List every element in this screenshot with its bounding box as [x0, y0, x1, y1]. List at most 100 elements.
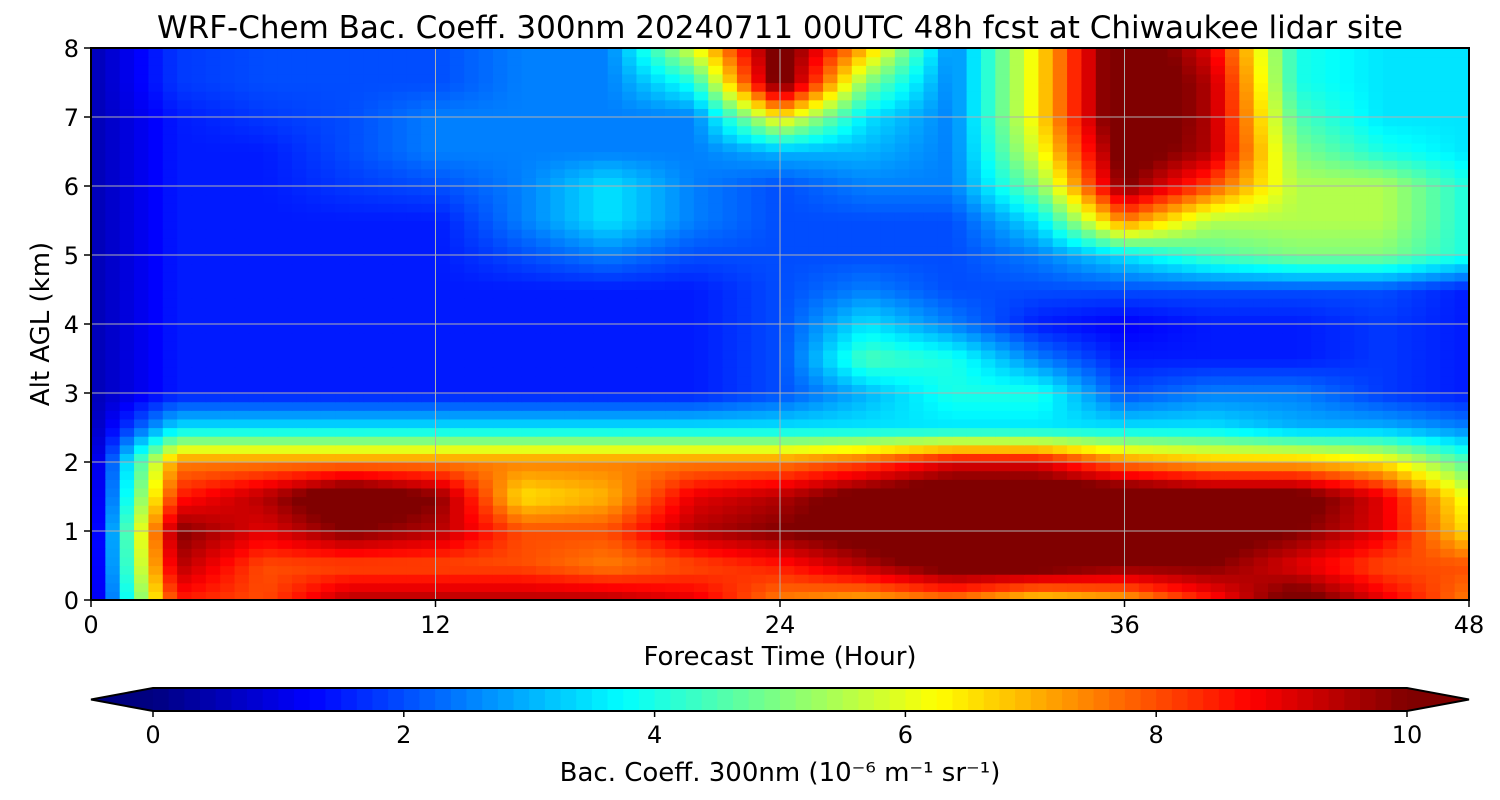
heatmap-cell — [952, 315, 968, 325]
heatmap-cell — [248, 410, 264, 420]
heatmap-cell — [1224, 384, 1240, 394]
heatmap-cell — [966, 487, 982, 498]
heatmap-cell — [105, 531, 121, 541]
heatmap-cell — [636, 531, 652, 541]
heatmap-cell — [837, 186, 853, 196]
heatmap-cell — [1296, 151, 1312, 161]
heatmap-cell — [894, 211, 910, 222]
heatmap-cell — [780, 513, 795, 523]
heatmap-cell — [1311, 349, 1327, 360]
heatmap-cell — [1325, 384, 1341, 394]
heatmap-cell — [306, 255, 322, 265]
heatmap-cell — [248, 160, 264, 170]
heatmap-cell — [880, 427, 896, 437]
heatmap-cell — [650, 591, 666, 600]
heatmap-cell — [650, 246, 666, 256]
heatmap-cell — [1411, 410, 1427, 420]
heatmap-cell — [751, 462, 767, 472]
heatmap-cell — [794, 496, 810, 506]
heatmap-cell — [851, 229, 867, 239]
heatmap-cell — [1239, 289, 1255, 299]
heatmap-cell — [937, 203, 953, 213]
heatmap-cell — [1124, 177, 1140, 187]
heatmap-cell — [1095, 548, 1111, 558]
heatmap-cell — [406, 582, 422, 592]
heatmap-cell — [1067, 375, 1083, 385]
heatmap-cell — [507, 487, 523, 498]
heatmap-cell — [665, 462, 681, 472]
heatmap-cell — [277, 384, 293, 394]
heatmap-cell — [205, 168, 221, 178]
heatmap-cell — [421, 194, 437, 204]
heatmap-cell — [880, 367, 896, 377]
heatmap-cell — [679, 487, 695, 498]
heatmap-cell — [91, 479, 106, 489]
heatmap-cell — [177, 168, 193, 178]
heatmap-cell — [1282, 211, 1298, 222]
heatmap-cell — [177, 591, 193, 600]
heatmap-cell — [478, 436, 494, 446]
heatmap-cell — [521, 565, 537, 575]
heatmap-cell — [392, 479, 408, 489]
heatmap-cell — [607, 237, 623, 247]
heatmap-cell — [1253, 548, 1269, 558]
heatmap-cell — [1382, 462, 1398, 472]
heatmap-cell — [1382, 574, 1398, 584]
heatmap-cell — [464, 410, 480, 420]
heatmap-cell — [693, 306, 709, 316]
heatmap-cell — [780, 505, 795, 515]
heatmap-cell — [1239, 522, 1255, 532]
heatmap-cell — [550, 315, 566, 325]
heatmap-cell — [220, 453, 236, 463]
heatmap-cell — [765, 168, 781, 178]
heatmap-cell — [191, 582, 207, 592]
heatmap-cell — [1124, 280, 1140, 291]
heatmap-cell — [1196, 574, 1212, 584]
heatmap-cell — [937, 453, 953, 463]
heatmap-cell — [1382, 349, 1398, 360]
heatmap-cell — [91, 375, 106, 385]
heatmap-cell — [1425, 462, 1441, 472]
heatmap-cell — [794, 548, 810, 558]
heatmap-cell — [980, 574, 996, 584]
heatmap-cell — [808, 280, 824, 291]
heatmap-cell — [1368, 194, 1384, 204]
heatmap-cell — [248, 539, 264, 549]
heatmap-cell — [1224, 505, 1240, 515]
heatmap-cell — [1325, 462, 1341, 472]
heatmap-cell — [550, 160, 566, 170]
heatmap-cell — [937, 505, 953, 515]
heatmap-cell — [1382, 470, 1398, 480]
heatmap-cell — [1425, 211, 1441, 222]
heatmap-cell — [378, 367, 394, 377]
heatmap-cell — [248, 436, 264, 446]
heatmap-cell — [1440, 160, 1456, 170]
heatmap-cell — [1368, 548, 1384, 558]
heatmap-cell — [1397, 384, 1413, 394]
heatmap-cell — [722, 220, 738, 230]
heatmap-cell — [765, 582, 781, 592]
heatmap-cell — [1368, 332, 1384, 342]
heatmap-cell — [923, 280, 939, 291]
heatmap-cell — [435, 203, 451, 213]
heatmap-cell — [995, 289, 1011, 299]
heatmap-cell — [464, 203, 480, 213]
heatmap-cell — [177, 289, 193, 299]
heatmap-cell — [1138, 427, 1154, 437]
heatmap-cell — [1052, 168, 1068, 178]
heatmap-cell — [736, 220, 752, 230]
heatmap-cell — [866, 410, 882, 420]
heatmap-cell — [392, 496, 408, 506]
heatmap-cell — [966, 384, 982, 394]
heatmap-cell — [1282, 496, 1298, 506]
heatmap-cell — [191, 522, 207, 532]
heatmap-cell — [1325, 522, 1341, 532]
heatmap-cell — [1095, 410, 1111, 420]
heatmap-cell — [1397, 453, 1413, 463]
heatmap-cell — [880, 393, 896, 403]
heatmap-cell — [349, 186, 365, 196]
heatmap-cell — [593, 548, 609, 558]
heatmap-cell — [363, 505, 379, 515]
heatmap-cell — [679, 522, 695, 532]
heatmap-cell — [708, 591, 724, 600]
